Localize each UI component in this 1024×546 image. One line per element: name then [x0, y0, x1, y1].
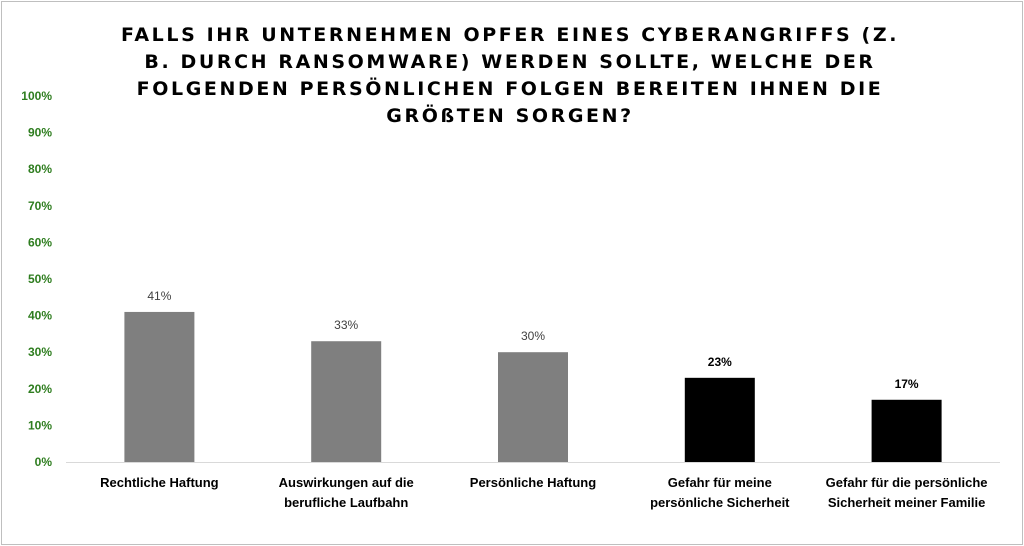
y-tick-label: 30% [28, 345, 52, 359]
y-tick-label: 10% [28, 418, 52, 432]
x-tick-label: Rechtliche Haftung [100, 475, 219, 490]
y-tick-label: 80% [28, 162, 52, 176]
y-tick-label: 90% [28, 126, 52, 140]
chart-title: FALLS IHR UNTERNEHMEN OPFER EINES CYBERA… [120, 24, 900, 127]
x-tick-label: Persönliche Haftung [470, 475, 596, 490]
bar [498, 352, 568, 462]
data-label: 17% [895, 377, 919, 391]
x-tick-label: Sicherheit meiner Familie [828, 495, 986, 510]
y-tick-label: 100% [21, 89, 52, 103]
x-tick-label: berufliche Laufbahn [284, 495, 408, 510]
data-label: 41% [147, 289, 171, 303]
y-tick-label: 0% [35, 455, 53, 469]
bar [124, 311, 195, 462]
data-label: 33% [334, 318, 358, 332]
bar [311, 341, 382, 462]
x-tick-label: Gefahr für meine [668, 475, 772, 490]
y-tick-label: 50% [28, 272, 52, 286]
x-tick-label: persönliche Sicherheit [650, 495, 790, 510]
data-label: 30% [521, 329, 545, 343]
y-tick-label: 40% [28, 309, 52, 323]
y-tick-label: 70% [28, 199, 52, 213]
y-tick-label: 20% [28, 382, 52, 396]
y-tick-label: 60% [28, 235, 52, 249]
bar [871, 399, 942, 462]
bar [684, 377, 755, 462]
data-label: 23% [708, 355, 732, 369]
x-tick-label: Gefahr für die persönliche [826, 475, 988, 490]
x-tick-label: Auswirkungen auf die [279, 475, 414, 490]
